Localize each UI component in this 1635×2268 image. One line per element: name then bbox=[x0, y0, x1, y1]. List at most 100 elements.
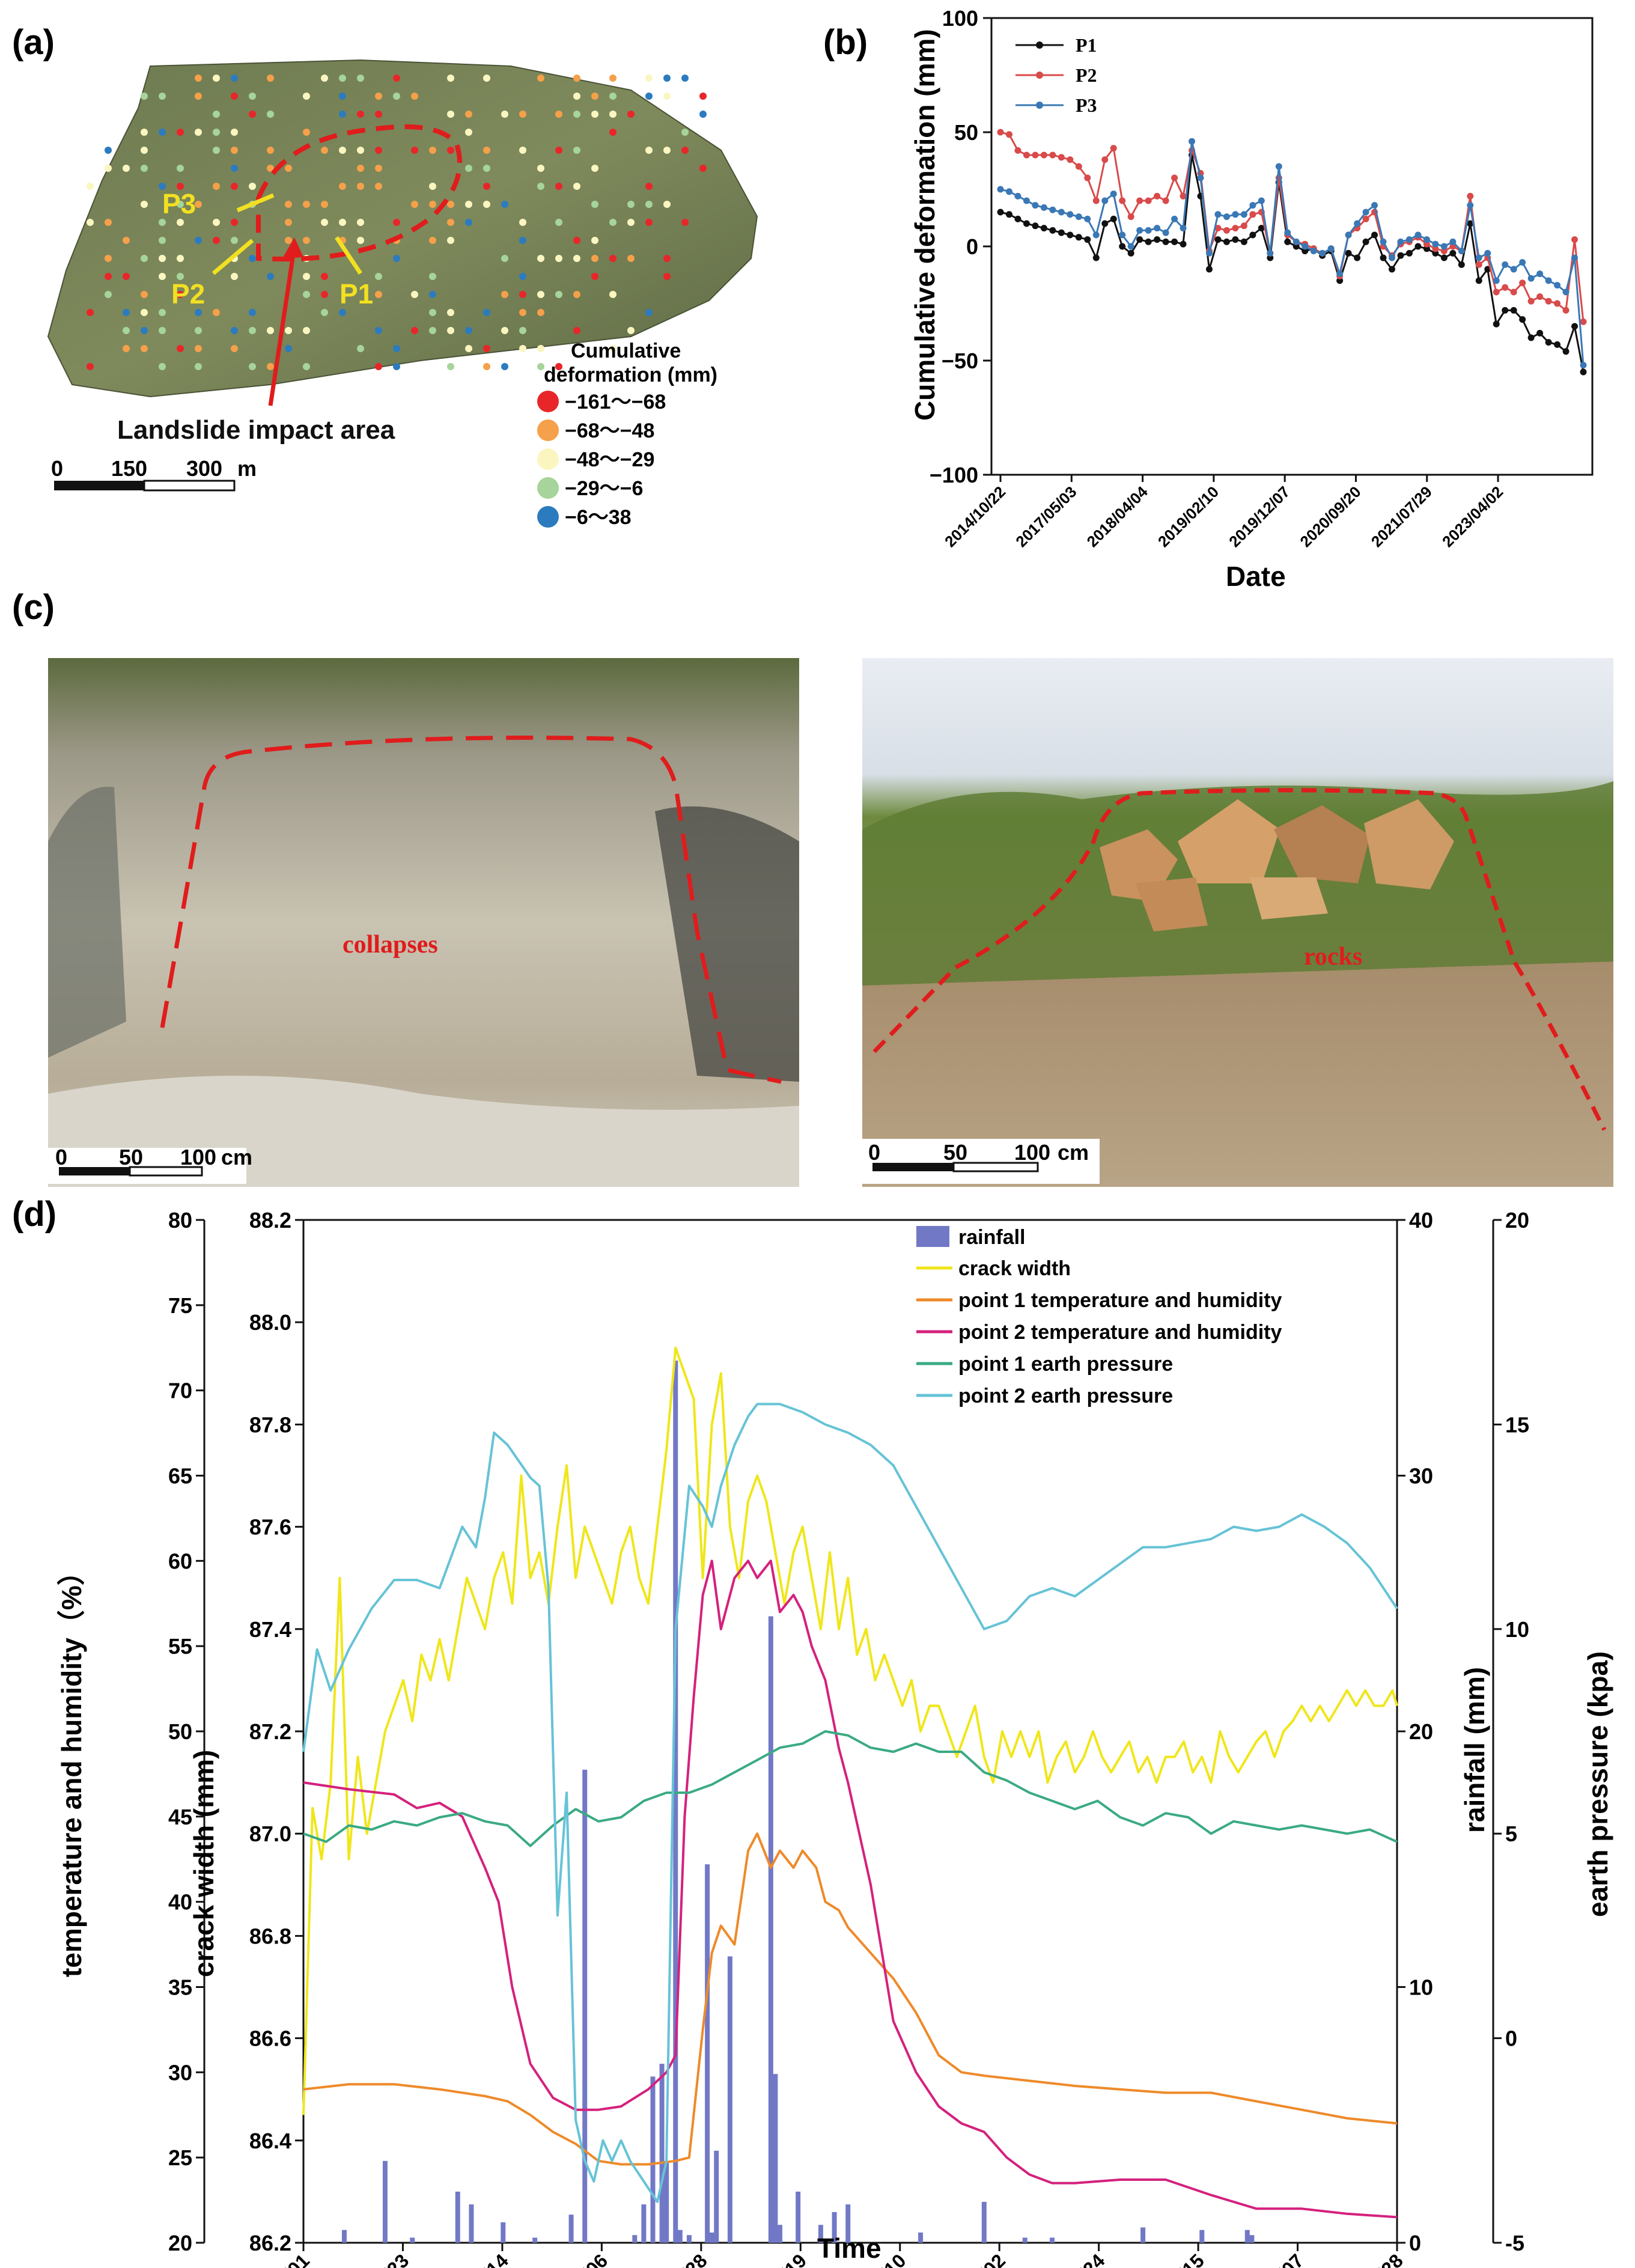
legend-label: point 2 temperature and humidity bbox=[958, 1321, 1282, 1344]
map-dot bbox=[357, 237, 364, 244]
map-dot bbox=[213, 75, 220, 82]
map-dot bbox=[123, 237, 130, 244]
impact-area-outline bbox=[256, 124, 462, 262]
map-dot bbox=[483, 345, 490, 352]
series-point-P2 bbox=[1536, 293, 1544, 300]
photo-right-scale-100: 100 bbox=[1014, 1140, 1050, 1165]
map-dot bbox=[411, 93, 418, 100]
map-dot bbox=[447, 75, 454, 82]
series-point-P3 bbox=[1180, 225, 1187, 232]
series-point-P1 bbox=[1397, 252, 1404, 259]
rainfall-bar bbox=[1022, 2237, 1028, 2243]
chart-d-ytick-crack: 86.2 bbox=[249, 2231, 291, 2255]
chart-d-ytick-crack: 87.8 bbox=[249, 1412, 291, 1437]
series-point-P1 bbox=[1205, 266, 1213, 273]
series-point-P3 bbox=[1275, 163, 1282, 170]
legend-marker bbox=[1036, 41, 1043, 49]
series-point-P2 bbox=[1440, 248, 1448, 255]
map-dot bbox=[609, 255, 617, 262]
series-point-P2 bbox=[1136, 197, 1143, 204]
series-point-P3 bbox=[1405, 236, 1413, 243]
series-point-P1 bbox=[1023, 220, 1030, 227]
series-point-P2 bbox=[1249, 211, 1256, 218]
map-dot bbox=[573, 183, 580, 190]
chart-d-ytick-rain: 20 bbox=[1409, 1719, 1433, 1744]
scale-tick-150: 150 bbox=[111, 456, 147, 481]
map-dot bbox=[519, 219, 526, 226]
map-dot bbox=[573, 75, 580, 82]
series-point-P1 bbox=[1414, 243, 1422, 250]
chart-d-ytick-crack: 86.8 bbox=[249, 1924, 291, 1948]
map-dot bbox=[429, 291, 436, 298]
series-point-P2 bbox=[997, 129, 1004, 136]
map-dot bbox=[213, 147, 220, 154]
rainfall-bar bbox=[796, 2191, 801, 2243]
series-point-P1 bbox=[1545, 339, 1552, 346]
map-dot bbox=[699, 111, 707, 118]
map-dot bbox=[267, 273, 274, 280]
photo-left-scale-0: 0 bbox=[55, 1145, 67, 1169]
rainfall-bar bbox=[1249, 2235, 1255, 2243]
series-point-P2 bbox=[1092, 197, 1100, 204]
rainfall-bar bbox=[1050, 2237, 1055, 2243]
map-dot bbox=[213, 183, 220, 190]
map-dot bbox=[627, 219, 635, 226]
map-dot bbox=[699, 93, 707, 100]
chart-d-xtick-label: 2024/12/28 bbox=[1324, 2249, 1407, 2268]
map-dot bbox=[447, 201, 454, 208]
map-dot bbox=[591, 93, 598, 100]
map-dot bbox=[411, 327, 418, 334]
map-dot bbox=[213, 111, 220, 118]
series-point-P2 bbox=[1362, 215, 1369, 222]
map-dot bbox=[177, 291, 184, 298]
series-point-P1 bbox=[1162, 238, 1169, 245]
map-dot bbox=[303, 129, 310, 136]
map-dot bbox=[249, 363, 256, 370]
map-dot bbox=[393, 93, 400, 100]
series-point-P2 bbox=[1162, 197, 1169, 204]
map-dot bbox=[393, 363, 400, 370]
series-point-P2 bbox=[1171, 174, 1178, 181]
series-point-P3 bbox=[1580, 362, 1587, 369]
map-dot bbox=[267, 75, 274, 82]
p1-label: P1 bbox=[339, 278, 373, 309]
map-dot bbox=[249, 183, 256, 190]
legend-label: point 1 temperature and humidity bbox=[958, 1289, 1282, 1312]
map-dot bbox=[501, 363, 508, 370]
chart-d-ytick-temp: 30 bbox=[168, 2060, 192, 2085]
map-dot bbox=[195, 345, 202, 352]
chart-d-ytick-crack: 88.2 bbox=[249, 1208, 291, 1233]
map-dot bbox=[555, 219, 562, 226]
map-dot bbox=[645, 309, 653, 316]
panel-label-d: (d) bbox=[12, 1195, 56, 1234]
series-point-P3 bbox=[1249, 202, 1256, 209]
series-point-P1 bbox=[1258, 225, 1265, 232]
map-dot bbox=[609, 345, 617, 352]
series-point-P1 bbox=[1354, 254, 1361, 261]
chart-d-ytick-temp: 40 bbox=[168, 1890, 192, 1915]
chart-b-ytick-label: −100 bbox=[930, 463, 978, 487]
map-dot bbox=[501, 327, 508, 334]
map-dot bbox=[195, 201, 202, 208]
photo-left-scale-50: 50 bbox=[119, 1145, 143, 1169]
series-point-P3 bbox=[1571, 254, 1579, 261]
series-point-P1 bbox=[1284, 238, 1291, 245]
series-point-P1 bbox=[1084, 236, 1091, 243]
map-dot bbox=[609, 111, 617, 118]
chart-d-ytick-rain: 30 bbox=[1409, 1464, 1433, 1489]
series-point-P2 bbox=[1571, 236, 1579, 243]
series-point-P3 bbox=[1310, 248, 1317, 255]
map-dot bbox=[105, 273, 112, 280]
rainfall-bar bbox=[768, 1616, 773, 2243]
legend-label: −48～−29 bbox=[565, 448, 654, 471]
series-point-P1 bbox=[1119, 243, 1126, 250]
photo-left-scale-100: 100 bbox=[180, 1145, 216, 1169]
map-dot bbox=[231, 273, 238, 280]
map-dot bbox=[465, 219, 472, 226]
series-point-P1 bbox=[1223, 238, 1230, 245]
chart-d-ytick-rain: 0 bbox=[1409, 2231, 1421, 2255]
series-point-P1 bbox=[1554, 341, 1561, 348]
series-point-P1 bbox=[1432, 249, 1439, 257]
chart-b-frame bbox=[990, 17, 1594, 476]
map-dot bbox=[303, 93, 310, 100]
